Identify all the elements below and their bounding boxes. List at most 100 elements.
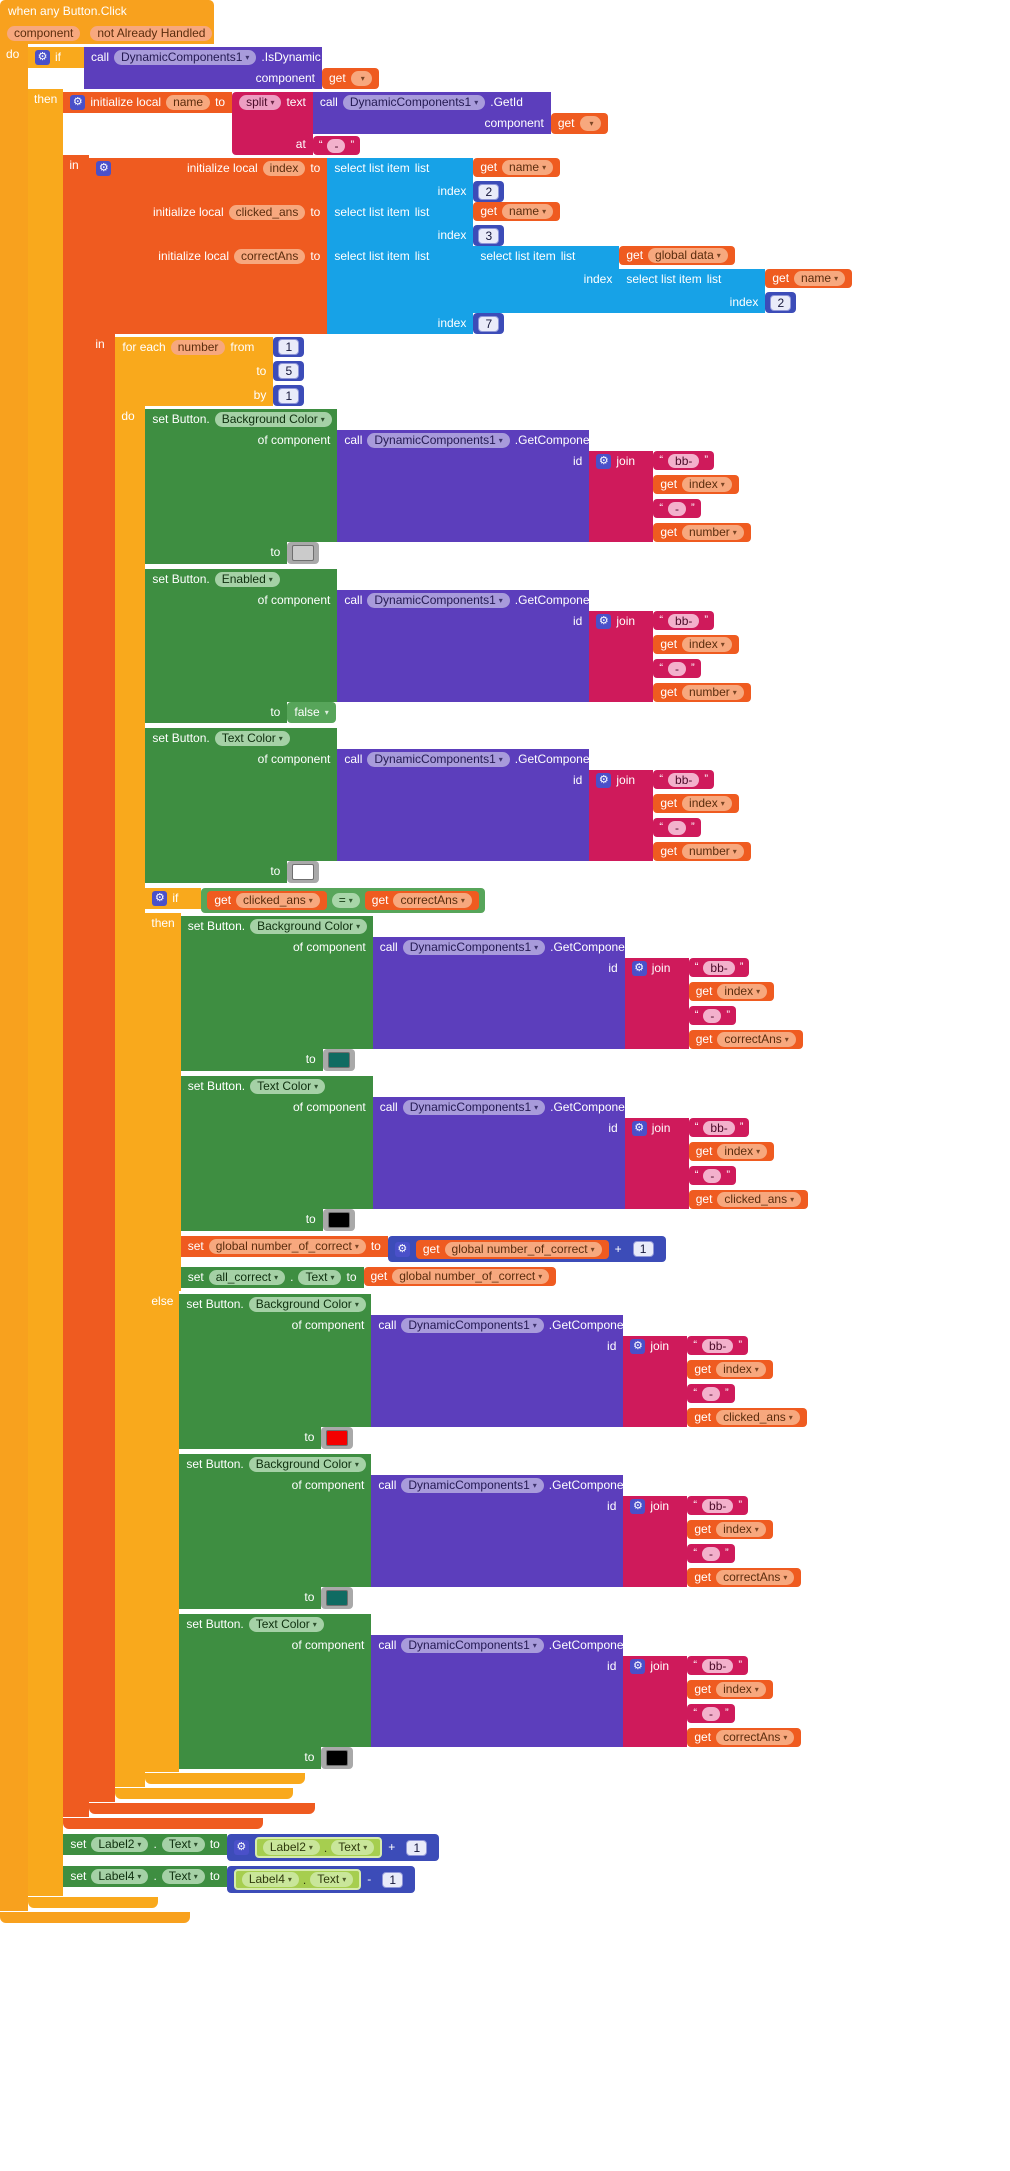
property-dropdown[interactable]: Text Color ▾ <box>248 1617 324 1632</box>
color-block[interactable] <box>322 1049 355 1071</box>
property-dropdown[interactable]: Background Color ▾ <box>248 1297 366 1312</box>
call-getid-block[interactable]: call DynamicComponents1 ▾ .GetId componen… <box>312 92 608 134</box>
mutator-gear-icon[interactable]: ⚙ <box>631 961 647 976</box>
variable-dropdown[interactable]: ▾ <box>350 71 372 86</box>
component-getter-block[interactable]: Label2 ▾ . Text ▾ <box>254 1837 383 1858</box>
variable-dropdown[interactable]: name ▾ <box>794 271 846 286</box>
call-getcomponent-block[interactable]: call DynamicComponents1 ▾ .GetComponent <box>372 1097 809 1209</box>
text-string-block[interactable]: “bb-” <box>653 770 715 789</box>
mutator-gear-icon[interactable]: ⚙ <box>152 891 168 906</box>
number-block[interactable]: 2 <box>473 181 505 202</box>
text-string-block[interactable]: “bb-” <box>687 1336 749 1355</box>
set-button-property-block[interactable]: set Button. Text Color ▾ of component <box>145 728 751 883</box>
join-block[interactable]: ⚙ join “bb-” get index ▾ <box>589 770 751 861</box>
set-button-property-block[interactable]: set Button. Background Color ▾ of compone… <box>145 409 751 564</box>
number-block[interactable]: 1 <box>401 1837 433 1858</box>
text-string-block[interactable]: “-” <box>653 499 701 518</box>
get-variable-block[interactable]: get clicked_ans ▾ <box>688 1190 809 1209</box>
variable-dropdown[interactable]: name ▾ <box>502 204 554 219</box>
variable-dropdown[interactable]: global number_of_correct ▾ <box>208 1239 366 1254</box>
color-block[interactable] <box>321 1747 354 1769</box>
local-var-name[interactable]: clicked_ans <box>228 205 306 220</box>
mutator-gear-icon[interactable]: ⚙ <box>631 1121 647 1136</box>
mutator-gear-icon[interactable]: ⚙ <box>596 454 612 469</box>
set-label4-text-block[interactable]: set Label4 ▾ . Text ▾ to Label4 ▾ . Te <box>63 1866 416 1893</box>
mutator-gear-icon[interactable]: ⚙ <box>630 1659 646 1674</box>
variable-dropdown[interactable]: index ▾ <box>716 1362 766 1377</box>
property-dropdown[interactable]: Enabled ▾ <box>214 572 280 587</box>
property-dropdown[interactable]: Background Color ▾ <box>214 412 332 427</box>
variable-dropdown[interactable]: index ▾ <box>717 984 768 999</box>
get-variable-block[interactable]: get number ▾ <box>653 683 751 702</box>
event-param-component[interactable]: component <box>7 26 81 41</box>
variable-dropdown[interactable]: global data ▾ <box>648 248 728 263</box>
color-block[interactable] <box>321 1427 354 1449</box>
if-block-inner[interactable]: ⚙ if get clicked_ans ▾ = <box>145 888 809 1784</box>
mutator-gear-icon[interactable]: ⚙ <box>596 773 612 788</box>
component-dropdown[interactable]: DynamicComponents1 ▾ <box>342 95 486 110</box>
get-variable-block[interactable]: get global number_of_correct ▾ <box>415 1239 609 1259</box>
color-block[interactable] <box>322 1209 355 1231</box>
local-var-name[interactable]: correctAns <box>233 249 306 264</box>
component-dropdown[interactable]: Label4 ▾ <box>241 1872 299 1887</box>
number-block[interactable]: 3 <box>473 225 505 246</box>
component-dropdown[interactable]: all_correct ▾ <box>208 1270 286 1285</box>
string-field[interactable]: - <box>327 138 346 153</box>
get-variable-block[interactable]: get correctAns ▾ <box>364 891 479 910</box>
split-block[interactable]: split ▾ text at <box>232 92 608 155</box>
mutator-gear-icon[interactable]: ⚙ <box>35 50 50 65</box>
number-block[interactable]: 1 <box>627 1239 659 1259</box>
set-button-property-block[interactable]: set Button. Text Color ▾ of component <box>179 1614 802 1769</box>
variable-dropdown[interactable]: correctAns ▾ <box>716 1570 795 1585</box>
color-block[interactable] <box>321 1587 354 1609</box>
variable-dropdown[interactable]: ▾ <box>579 116 601 131</box>
text-string-block[interactable]: “-” <box>687 1544 735 1563</box>
set-all-correct-text-block[interactable]: set all_correct ▾ . Text ▾ to <box>180 1267 557 1288</box>
get-variable-block[interactable]: get number ▾ <box>653 842 751 861</box>
get-variable-block[interactable]: get global data ▾ <box>619 246 735 265</box>
get-variable-block[interactable]: get ▾ <box>550 113 608 134</box>
get-variable-block[interactable]: get index ▾ <box>653 635 739 654</box>
variable-dropdown[interactable]: clicked_ans ▾ <box>236 893 320 908</box>
variable-dropdown[interactable]: index ▾ <box>717 1144 768 1159</box>
text-string-block[interactable]: “bb-” <box>688 1118 750 1137</box>
text-string-block[interactable]: “bb-” <box>687 1496 749 1515</box>
init-correct-row[interactable]: initialize local correctAns to <box>89 246 328 334</box>
component-dropdown[interactable]: DynamicComponents1 ▾ <box>367 593 510 608</box>
get-variable-block[interactable]: get index ▾ <box>687 1680 773 1699</box>
init-index-row[interactable]: ⚙ initialize local index to <box>89 158 328 202</box>
loop-var-name[interactable]: number <box>170 340 226 355</box>
variable-dropdown[interactable]: name ▾ <box>502 160 554 175</box>
number-block[interactable]: 7 <box>473 313 505 334</box>
join-block[interactable]: ⚙ join “bb-” get index ▾ <box>623 1496 802 1587</box>
select-list-item-block[interactable]: select list item list get name ▾ index <box>619 269 853 313</box>
split-dropdown[interactable]: split ▾ <box>239 95 282 110</box>
get-variable-block[interactable]: get correctAns ▾ <box>688 1030 803 1049</box>
get-variable-block[interactable]: get ▾ <box>322 68 379 89</box>
call-getcomponent-block[interactable]: call DynamicComponents1 ▾ .GetComponent <box>337 430 751 542</box>
if-header[interactable]: ⚙ if <box>145 888 202 909</box>
component-dropdown[interactable]: DynamicComponents1 ▾ <box>401 1318 544 1333</box>
select-list-item-block[interactable]: select list item list select list item lis… <box>327 246 853 334</box>
event-param-not-already-handled[interactable]: not Already Handled <box>90 26 213 41</box>
if-block-outer[interactable]: ⚙ if call DynamicComponents1 ▾ .IsDynamic… <box>28 47 853 1908</box>
text-string-block[interactable]: “-” <box>312 136 361 155</box>
property-dropdown[interactable]: Text Color ▾ <box>250 1079 326 1094</box>
init-clicked-row[interactable]: initialize local clicked_ans to <box>89 202 328 246</box>
property-dropdown[interactable]: Text ▾ <box>310 1872 354 1887</box>
get-variable-block[interactable]: get index ▾ <box>653 794 739 813</box>
get-variable-block[interactable]: get number ▾ <box>653 523 751 542</box>
variable-dropdown[interactable]: number ▾ <box>682 525 744 540</box>
number-block[interactable]: 5 <box>273 361 305 381</box>
text-string-block[interactable]: “bb-” <box>653 611 715 630</box>
text-string-block[interactable]: “bb-” <box>653 451 715 470</box>
when-button-click-block[interactable]: when any Button.Click component not Alre… <box>0 0 1010 1923</box>
component-getter-block[interactable]: Label4 ▾ . Text ▾ <box>233 1869 362 1890</box>
mutator-gear-icon[interactable]: ⚙ <box>630 1339 646 1354</box>
set-button-property-block[interactable]: set Button. Text Color ▾ of component <box>180 1076 809 1231</box>
component-dropdown[interactable]: DynamicComponents1 ▾ <box>367 752 510 767</box>
text-string-block[interactable]: “-” <box>653 659 701 678</box>
variable-dropdown[interactable]: number ▾ <box>682 844 744 859</box>
compare-equals-block[interactable]: get clicked_ans ▾ = ▾ get correctAns ▾ <box>201 888 485 913</box>
component-dropdown[interactable]: DynamicComponents1 ▾ <box>367 433 510 448</box>
